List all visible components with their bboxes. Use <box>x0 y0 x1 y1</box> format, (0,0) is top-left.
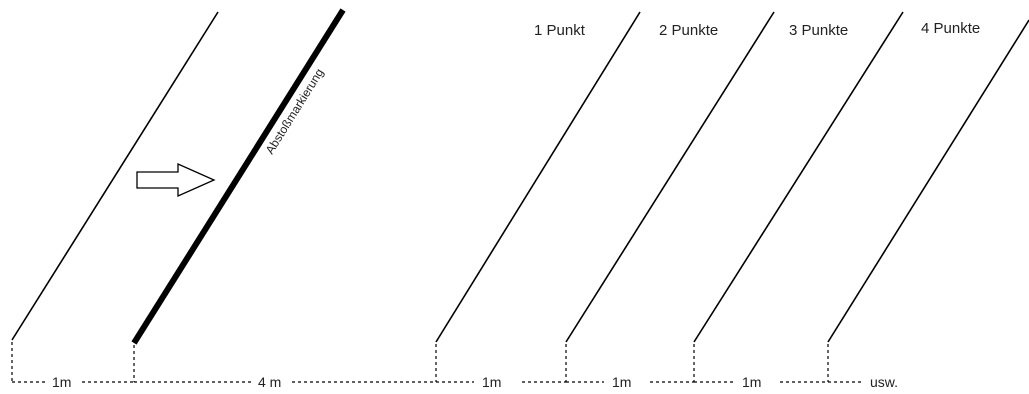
score-line-1 <box>435 11 641 343</box>
distance-label-usw: usw. <box>870 374 898 390</box>
point-label-4: 4 Punkte <box>921 20 980 37</box>
point-label-2: 2 Punkte <box>659 22 718 39</box>
distance-label-1m-c: 1m <box>742 374 761 390</box>
distance-label-1m-a: 1m <box>482 374 501 390</box>
start-line <box>11 11 219 341</box>
point-label-1: 1 Punkt <box>534 22 586 39</box>
abstoss-marking-line <box>131 8 346 345</box>
distance-label-1m-b: 1m <box>612 374 631 390</box>
distance-label-4m: 4 m <box>258 374 281 390</box>
right-arrow-icon <box>136 162 216 198</box>
drop-lines <box>11 342 829 382</box>
point-label-3: 3 Punkte <box>789 22 848 39</box>
distance-label-1m-left: 1m <box>52 374 71 390</box>
score-line-3 <box>693 11 904 343</box>
score-line-4 <box>827 19 1029 343</box>
abstoss-marking-label: Abstoßmarkierung <box>263 66 327 157</box>
score-line-2 <box>565 11 775 343</box>
